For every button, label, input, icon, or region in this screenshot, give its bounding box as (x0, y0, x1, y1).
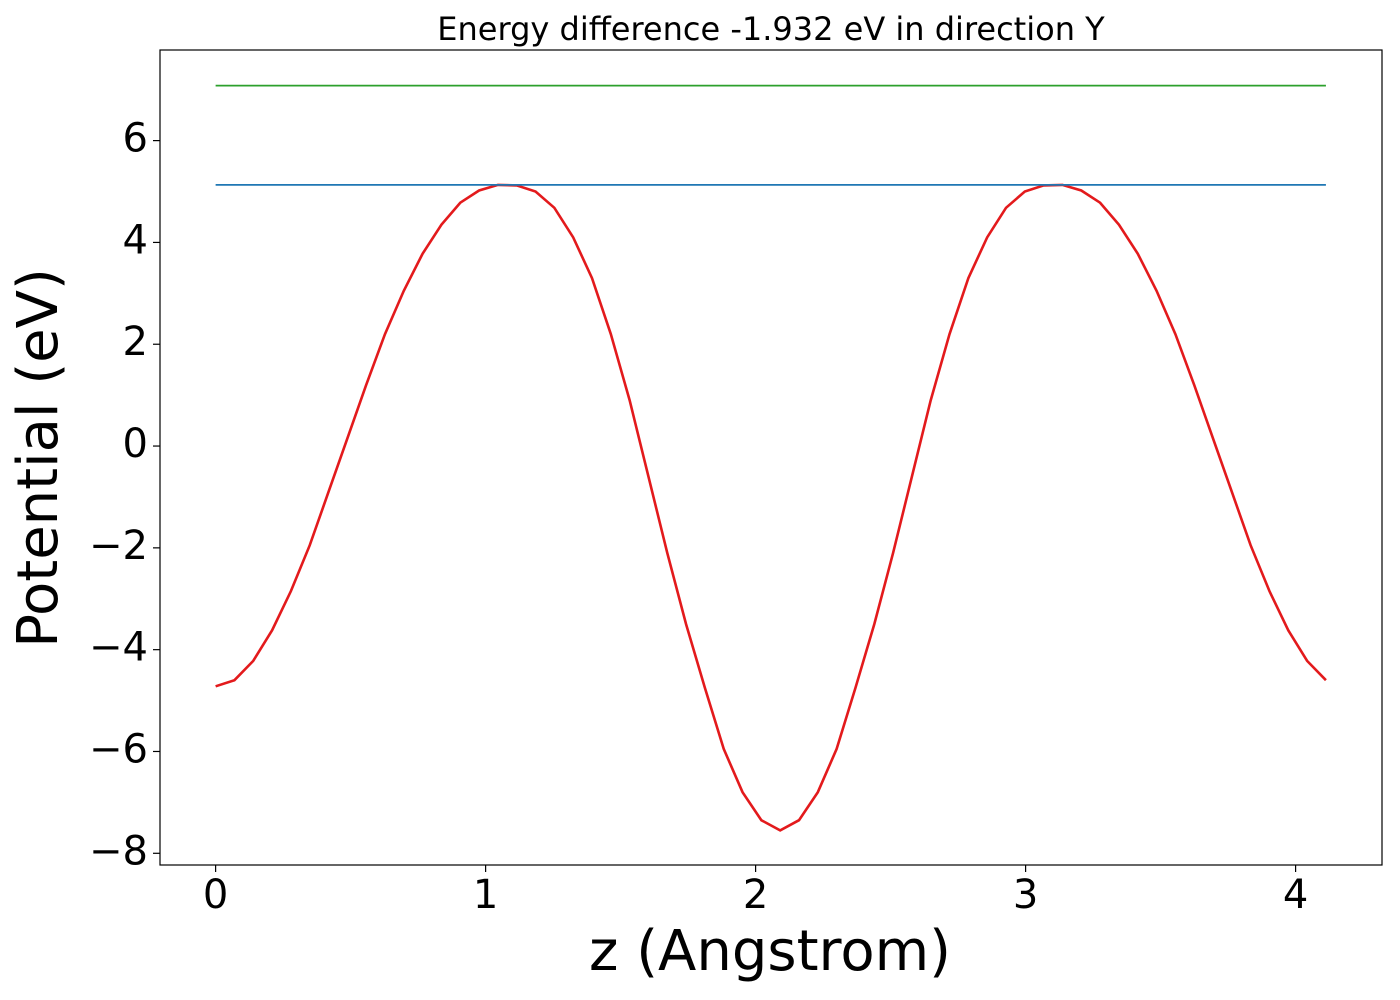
x-tick-label: 2 (743, 872, 768, 918)
y-tick-label: −8 (89, 828, 148, 874)
x-tick-label: 0 (203, 872, 228, 918)
plot-frame (159, 49, 1383, 866)
y-tick-label: −4 (89, 625, 148, 671)
y-tick-label: 2 (123, 319, 148, 365)
x-axis-label: z (Angstrom) (589, 919, 951, 984)
line-series (215, 183, 1327, 832)
x-tick-label: 3 (1013, 872, 1038, 918)
y-axis-label: Potential (eV) (6, 268, 71, 648)
chart-title: Energy difference -1.932 eV in direction… (437, 10, 1105, 48)
y-tick-label: 4 (123, 217, 148, 263)
y-tick-label: −2 (89, 523, 148, 569)
x-tick-label: 1 (473, 872, 498, 918)
x-tick-label: 4 (1283, 872, 1308, 918)
y-tick-label: 0 (123, 421, 148, 467)
y-tick-label: 6 (123, 116, 148, 162)
y-tick-label: −6 (89, 726, 148, 772)
